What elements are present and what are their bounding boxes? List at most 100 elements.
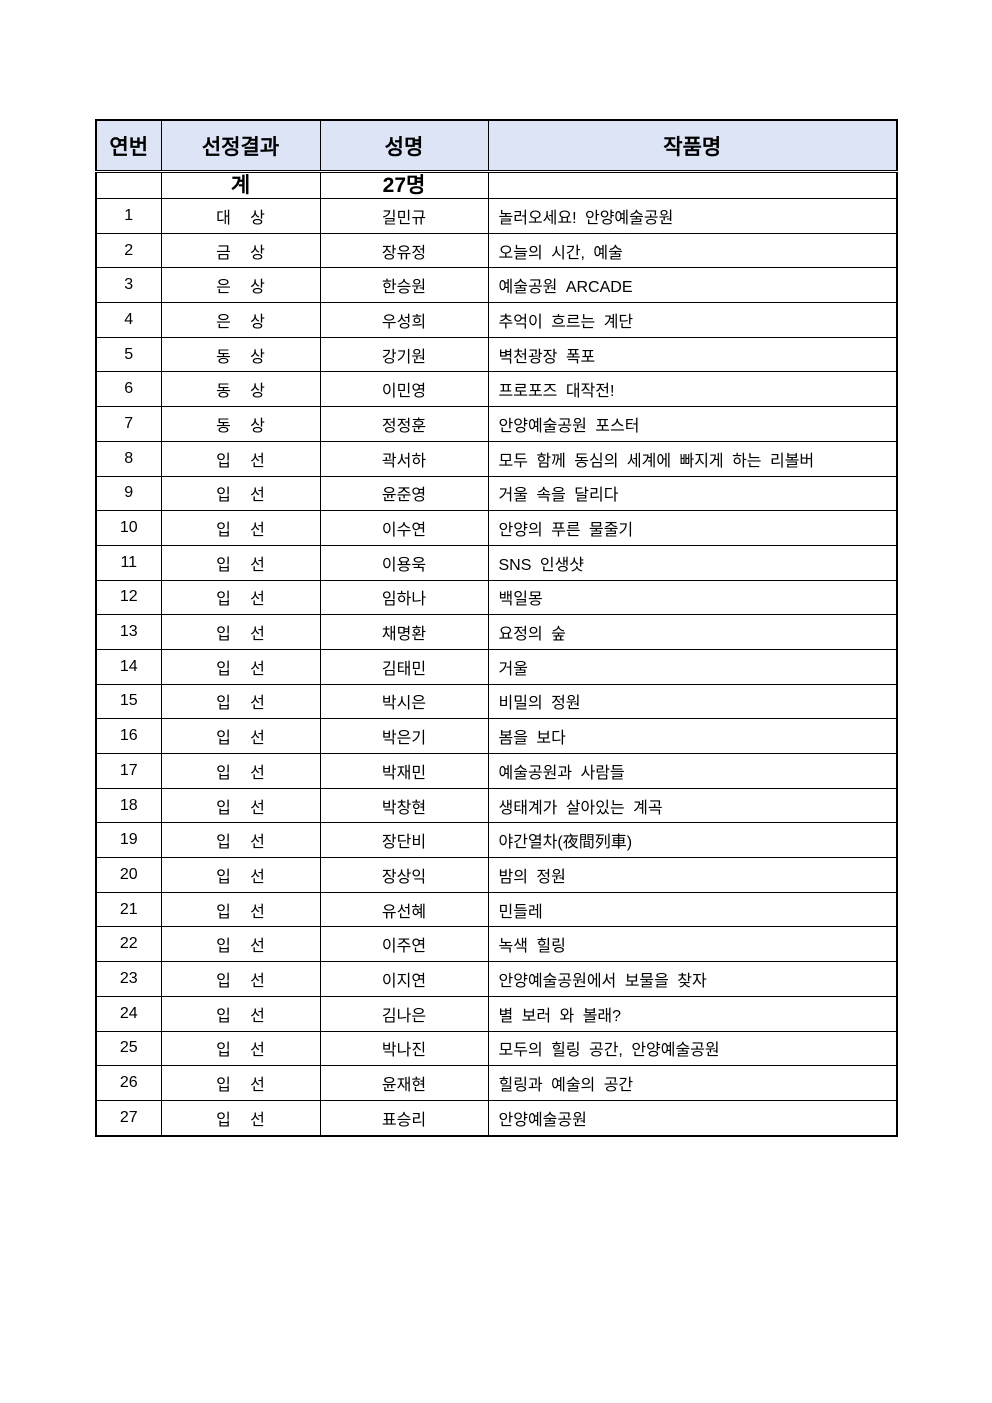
row-number: 13 — [95, 614, 162, 650]
row-number: 3 — [95, 267, 162, 304]
row-title: 비밀의 정원 — [487, 683, 898, 720]
row-name: 장단비 — [319, 822, 489, 859]
table-row: 11 입 선 이용욱 SNS 인생샷 — [95, 544, 898, 581]
row-title: 녹색 힐링 — [487, 926, 898, 963]
row-number: 21 — [95, 891, 162, 928]
row-title: 봄을 보다 — [487, 718, 898, 754]
row-name: 표승리 — [319, 1099, 489, 1137]
row-number: 18 — [95, 787, 162, 824]
table-row: 26 입 선 윤재현 힐링과 예술의 공간 — [95, 1065, 898, 1101]
row-title: 예술공원과 사람들 — [487, 753, 898, 789]
table-row: 7 동 상 정정훈 안양예술공원 포스터 — [95, 406, 898, 442]
table-row: 24 입 선 김나은 별 보러 와 볼래? — [95, 995, 898, 1032]
table-row: 21 입 선 유선혜 민들레 — [95, 891, 898, 928]
row-name: 이용욱 — [319, 544, 489, 581]
table-row: 10 입 선 이수연 안양의 푸른 물줄기 — [95, 510, 898, 546]
row-name: 강기원 — [319, 336, 489, 373]
row-number: 23 — [95, 961, 162, 997]
row-number: 26 — [95, 1065, 162, 1101]
row-name: 길민규 — [319, 198, 489, 234]
row-number: 20 — [95, 857, 162, 893]
row-name: 유선혜 — [319, 891, 489, 928]
table-row: 23 입 선 이지연 안양예술공원에서 보물을 찾자 — [95, 961, 898, 997]
row-title: 힐링과 예술의 공간 — [487, 1065, 898, 1101]
row-number: 10 — [95, 510, 162, 546]
table-row: 27 입 선 표승리 안양예술공원 — [95, 1099, 898, 1137]
row-number: 5 — [95, 336, 162, 373]
row-title: 벽천광장 폭포 — [487, 336, 898, 373]
table-row: 19 입 선 장단비 야간열차(夜間列車) — [95, 822, 898, 859]
table-row: 4 은 상 우성희 추억이 흐르는 계단 — [95, 302, 898, 338]
row-title: 오늘의 시간, 예술 — [487, 232, 898, 269]
header-number: 연번 — [95, 119, 162, 173]
row-title: 밤의 정원 — [487, 857, 898, 893]
table-row: 17 입 선 박재민 예술공원과 사람들 — [95, 753, 898, 789]
row-number: 14 — [95, 648, 162, 685]
row-name: 박재민 — [319, 753, 489, 789]
results-table: 연번 선정결과 성명 작품명 계 27명 1 대 상 길민규 놀러오세요! 안양예술공원… — [95, 119, 898, 1137]
table-row: 8 입 선 곽서하 모두 함께 동심의 세계에 빠지게 하는 리볼버 — [95, 440, 898, 477]
table-row: 1 대 상 길민규 놀러오세요! 안양예술공원 — [95, 198, 898, 234]
row-number: 17 — [95, 753, 162, 789]
total-label: 계 — [160, 171, 321, 199]
row-number: 4 — [95, 302, 162, 338]
total-row: 계 27명 — [95, 171, 898, 199]
row-title: 요정의 숲 — [487, 614, 898, 650]
row-title: 별 보러 와 볼래? — [487, 995, 898, 1032]
table-row: 14 입 선 김태민 거울 — [95, 648, 898, 685]
row-title: 민들레 — [487, 891, 898, 928]
row-name: 박창현 — [319, 787, 489, 824]
table-row: 9 입 선 윤준영 거울 속을 달리다 — [95, 475, 898, 512]
table-row: 3 은 상 한승원 예술공원 ARCADE — [95, 267, 898, 304]
row-name: 정정훈 — [319, 406, 489, 442]
total-count: 27명 — [319, 171, 489, 199]
row-number: 27 — [95, 1099, 162, 1137]
table-row: 20 입 선 장상익 밤의 정원 — [95, 857, 898, 893]
row-number: 7 — [95, 406, 162, 442]
row-title: 예술공원 ARCADE — [487, 267, 898, 304]
row-title: 거울 속을 달리다 — [487, 475, 898, 512]
row-number: 15 — [95, 683, 162, 720]
row-number: 2 — [95, 232, 162, 269]
row-number: 11 — [95, 544, 162, 581]
total-empty-cell — [95, 171, 162, 199]
row-name: 이지연 — [319, 961, 489, 997]
row-number: 1 — [95, 198, 162, 234]
row-number: 6 — [95, 371, 162, 408]
table-row: 12 입 선 임하나 백일몽 — [95, 579, 898, 616]
row-number: 8 — [95, 440, 162, 477]
row-name: 채명환 — [319, 614, 489, 650]
row-number: 24 — [95, 995, 162, 1032]
row-title: 안양의 푸른 물줄기 — [487, 510, 898, 546]
row-name: 박은기 — [319, 718, 489, 754]
row-name: 이수연 — [319, 510, 489, 546]
row-title: 안양예술공원 포스터 — [487, 406, 898, 442]
row-name: 임하나 — [319, 579, 489, 616]
row-name: 윤준영 — [319, 475, 489, 512]
header-result: 선정결과 — [160, 119, 321, 173]
row-name: 우성희 — [319, 302, 489, 338]
row-name: 한승원 — [319, 267, 489, 304]
row-number: 25 — [95, 1030, 162, 1067]
row-title: 프로포즈 대작전! — [487, 371, 898, 408]
header-title: 작품명 — [487, 119, 898, 173]
row-title: 거울 — [487, 648, 898, 685]
row-title: 모두 함께 동심의 세계에 빠지게 하는 리볼버 — [487, 440, 898, 477]
total-empty-cell — [487, 171, 898, 199]
